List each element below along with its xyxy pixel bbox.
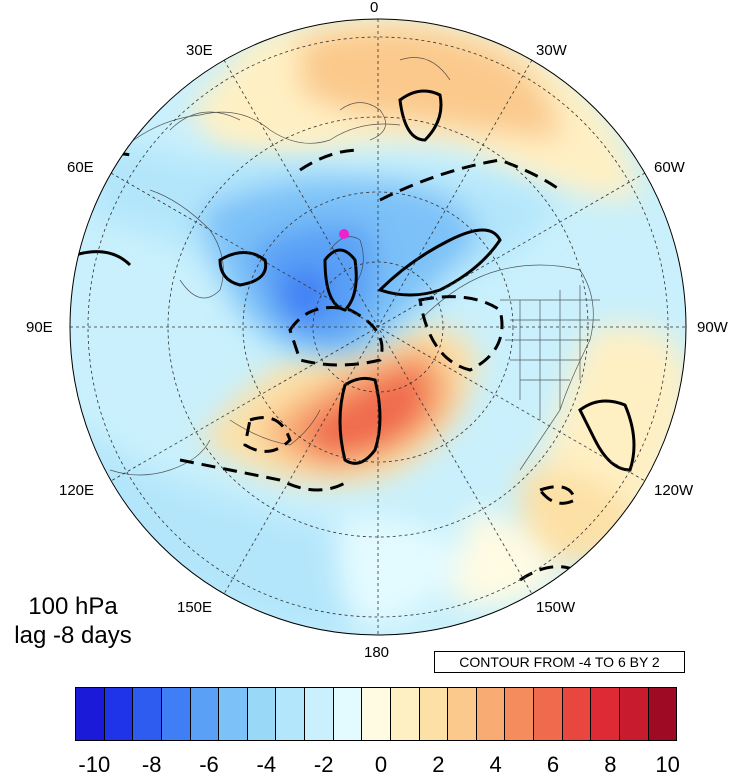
lon-label-30e: 30E bbox=[186, 42, 213, 59]
colorbar-cell bbox=[562, 688, 592, 740]
lon-label-90e: 90E bbox=[26, 319, 53, 336]
colorbar-cell bbox=[276, 688, 305, 740]
title-pressure-level: 100 hPa bbox=[28, 593, 118, 620]
colorbar-tick-label: 6 bbox=[546, 752, 560, 777]
colorbar-cell bbox=[448, 688, 477, 740]
shaded-field bbox=[70, 19, 686, 635]
colorbar-cell bbox=[133, 688, 162, 740]
colorbar-cell bbox=[161, 688, 191, 740]
lon-label-180: 180 bbox=[364, 644, 390, 661]
colorbar-labels: -10 -8 -6 -4 -2 0 2 4 6 8 10 bbox=[0, 752, 733, 780]
colorbar-cell bbox=[619, 688, 649, 740]
colorbar-tick-label: 8 bbox=[604, 752, 617, 777]
marker-point bbox=[339, 229, 349, 239]
colorbar-tick-label: 10 bbox=[655, 752, 680, 777]
lon-label-60e: 60E bbox=[67, 159, 94, 176]
contour-info-box: CONTOUR FROM -4 TO 6 BY 2 bbox=[434, 651, 685, 673]
title-lag: lag -8 days bbox=[14, 622, 132, 649]
colorbar-tick-label: -10 bbox=[78, 752, 111, 777]
lon-label-150e: 150E bbox=[177, 599, 213, 616]
lon-label-90w: 90W bbox=[697, 319, 728, 336]
colorbar-cell bbox=[419, 688, 449, 740]
colorbar-tick-label: 2 bbox=[432, 752, 445, 777]
colorbar-tick-label: -2 bbox=[313, 752, 334, 777]
colorbar-cell bbox=[190, 688, 220, 740]
map-boundary bbox=[69, 18, 687, 636]
colorbar-tick-label: 4 bbox=[489, 752, 502, 777]
colorbar-cell bbox=[505, 688, 534, 740]
title-block: 100 hPa lag -8 days bbox=[0, 592, 146, 650]
lon-label-150w: 150W bbox=[536, 599, 576, 616]
colorbar-cell bbox=[76, 688, 105, 740]
lon-label-120e: 120E bbox=[59, 482, 95, 499]
colorbar-cell bbox=[648, 688, 677, 740]
lon-label-0: 0 bbox=[370, 0, 379, 16]
colorbar-cell bbox=[247, 688, 277, 740]
colorbar-cell bbox=[476, 688, 506, 740]
colorbar-cell bbox=[333, 688, 363, 740]
lon-label-30w: 30W bbox=[536, 42, 567, 59]
lon-label-120w: 120W bbox=[654, 482, 694, 499]
colorbar-cell bbox=[104, 688, 134, 740]
colorbar-cell bbox=[534, 688, 563, 740]
colorbar-cell bbox=[362, 688, 391, 740]
colorbar-cell bbox=[305, 688, 334, 740]
colorbar-cell bbox=[390, 688, 420, 740]
colorbar-tick-label: -6 bbox=[199, 752, 219, 777]
colorbar bbox=[75, 687, 677, 741]
graticule bbox=[70, 19, 686, 635]
colorbar-cell bbox=[591, 688, 620, 740]
lon-label-60w: 60W bbox=[654, 159, 685, 176]
colorbar-tick-label: 0 bbox=[374, 752, 388, 777]
colorbar-tick-label: -4 bbox=[256, 752, 277, 777]
colorbar-cell bbox=[219, 688, 248, 740]
colorbar-tick-label: -8 bbox=[141, 752, 162, 777]
